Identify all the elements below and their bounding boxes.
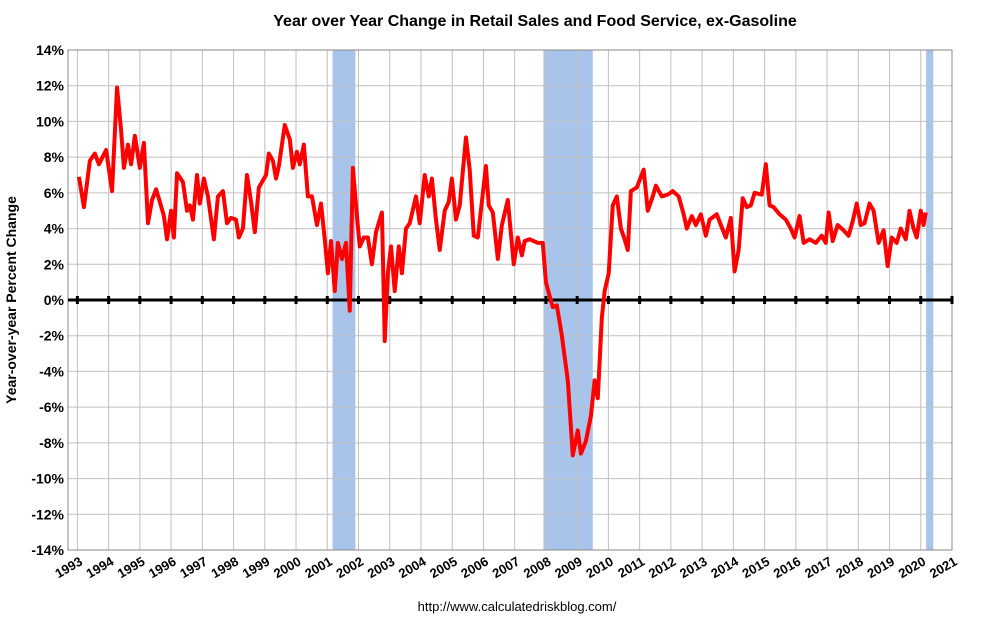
y-axis-label: Year-over-year Percent Change bbox=[3, 196, 19, 404]
y-tick-label: -6% bbox=[39, 399, 64, 415]
y-tick-label: 4% bbox=[44, 221, 65, 237]
chart-title: Year over Year Change in Retail Sales an… bbox=[273, 13, 797, 30]
y-tick-label: 6% bbox=[44, 185, 65, 201]
y-tick-label: -4% bbox=[39, 363, 64, 379]
y-tick-label: -12% bbox=[31, 506, 64, 522]
y-tick-label: 8% bbox=[44, 149, 65, 165]
y-tick-label: 2% bbox=[44, 256, 65, 272]
y-tick-label: -2% bbox=[39, 328, 64, 344]
y-tick-label: -8% bbox=[39, 435, 64, 451]
y-tick-label: 14% bbox=[36, 42, 65, 58]
data-line bbox=[76, 85, 928, 458]
source: http://www.calculatedriskblog.com/ bbox=[418, 599, 617, 614]
y-tick-label: -10% bbox=[31, 471, 64, 487]
y-tick-label: 0% bbox=[44, 292, 65, 308]
y-tick-label: -14% bbox=[31, 542, 64, 558]
y-tick-label: 10% bbox=[36, 113, 65, 129]
y-tick-label: 12% bbox=[36, 78, 65, 94]
